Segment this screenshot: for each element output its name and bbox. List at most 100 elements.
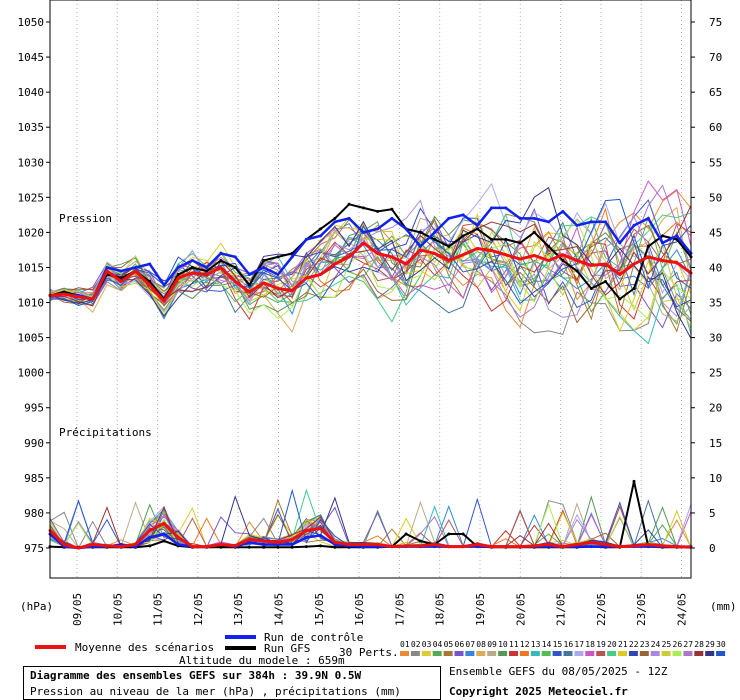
mean-precip-line-point <box>418 544 422 548</box>
perturbation-pressure-line <box>49 189 692 329</box>
mean-precip-line-point <box>618 545 622 549</box>
control-precip-line-point <box>589 545 593 549</box>
pert-number-13: 13 <box>531 640 541 649</box>
control-pressure-line-point <box>361 230 365 234</box>
control-pressure-line-point <box>347 216 351 220</box>
mean-precip-line-point <box>205 545 209 549</box>
mean-pressure-line-point <box>632 262 636 266</box>
mean-pressure-line-point <box>532 254 536 257</box>
left-tick-label: 1035 <box>18 121 45 134</box>
mean-precip-line-point <box>661 544 664 548</box>
mean-pressure-line-point <box>176 276 180 280</box>
control-pressure-line-point <box>632 223 636 227</box>
control-precip-line-point <box>319 533 323 537</box>
gfs-pressure-line <box>49 203 692 300</box>
mean-pressure-line-point <box>575 259 579 262</box>
mean-pressure-line-point <box>247 290 251 294</box>
gfs-precip-line-point <box>333 545 337 549</box>
mean-pressure-line-point <box>290 289 294 293</box>
gfs-precip-line-point <box>148 544 152 548</box>
mean-precip-line-point <box>62 543 66 546</box>
control-precip-line-point <box>148 536 152 539</box>
mean-pressure-line-point <box>91 297 95 301</box>
perturbation-pressure-line <box>49 217 692 324</box>
legend-gfs-label: Run GFS <box>264 642 310 655</box>
right-tick-label: 60 <box>709 121 722 134</box>
mean-pressure-line-point <box>618 273 622 276</box>
pert-swatch-26 <box>672 651 682 656</box>
mean-pressure-line-point <box>475 247 479 250</box>
gfs-precip-line-point <box>304 545 308 549</box>
right-tick-label: 25 <box>709 367 722 380</box>
right-tick-label: 70 <box>709 51 722 64</box>
control-precip-line-point <box>162 532 166 536</box>
pert-swatch-06 <box>454 651 464 656</box>
right-tick-label: 40 <box>709 261 722 274</box>
gfs-pressure-line-point <box>190 266 194 269</box>
pert-swatch-25 <box>661 651 671 656</box>
gfs-precip-line-point <box>276 545 280 549</box>
gfs-pressure-line-point <box>233 266 237 269</box>
mean-pressure-line-point <box>433 251 437 255</box>
pert-number-27: 27 <box>683 640 693 649</box>
right-tick-label: 75 <box>709 16 722 29</box>
mean-precip-line-point <box>91 543 95 546</box>
control-pressure-line-point <box>518 216 522 220</box>
legend-perts-label: 30 Perts. <box>339 646 399 659</box>
right-tick-label: 0 <box>709 542 716 555</box>
pert-number-22: 22 <box>629 640 639 649</box>
pert-swatch-24 <box>650 651 660 656</box>
control-pressure-line-point <box>418 244 422 248</box>
gfs-pressure-line-point <box>361 206 365 210</box>
mean-pressure-line-point <box>276 287 280 290</box>
gfs-precip-line-point <box>632 479 636 483</box>
gfs-pressure-line-point <box>461 234 465 238</box>
pert-swatch-18 <box>585 651 595 656</box>
pert-swatch-02 <box>410 651 420 656</box>
left-tick-label: 1040 <box>18 86 45 99</box>
right-tick-label: 45 <box>709 226 722 239</box>
control-pressure-line-point <box>162 283 166 287</box>
legend-control-label: Run de contrôle <box>264 631 363 644</box>
control-pressure-line-point <box>675 234 679 238</box>
gfs-pressure-line-point <box>433 237 437 241</box>
gfs-precip-line-point <box>418 539 422 543</box>
left-tick-label: 1020 <box>18 226 45 239</box>
control-pressure-line-point <box>247 273 251 276</box>
control-precip-line-point <box>290 543 294 546</box>
gfs-pressure-line-point <box>205 269 209 273</box>
mean-precip-line-point <box>190 545 194 549</box>
mean-precip-line-point <box>105 544 109 548</box>
mean-precip-line-point <box>162 522 166 525</box>
control-precip-line <box>49 532 691 550</box>
perturbation-pressure-line <box>49 186 692 339</box>
gfs-precip-line-point <box>290 545 294 549</box>
pert-swatch-17 <box>574 651 584 656</box>
mean-precip-line-point <box>148 529 152 532</box>
control-pressure-line-point <box>134 266 137 269</box>
model-altitude: Altitude du modele : 659m <box>179 654 345 667</box>
mean-precip-line-point <box>176 536 180 539</box>
pert-swatch-14 <box>541 651 551 656</box>
pert-number-11: 11 <box>509 640 519 649</box>
mean-pressure-line-point <box>461 253 465 257</box>
run-info: Ensemble GEFS du 08/05/2025 - 12Z <box>449 665 668 678</box>
mean-pressure-line-point <box>589 263 593 267</box>
legend-mean-label: Moyenne des scénarios <box>75 641 214 654</box>
pert-swatch-19 <box>596 651 606 656</box>
left-axis-unit: (hPa) <box>20 600 53 613</box>
control-pressure-line-point <box>205 266 209 269</box>
pert-swatch-15 <box>552 651 562 656</box>
pressure-panel-label: Pression <box>59 212 112 225</box>
pert-swatch-09 <box>487 651 497 656</box>
pert-number-02: 02 <box>411 640 421 649</box>
mean-precip-line-point <box>304 529 308 532</box>
mean-pressure-line <box>49 241 692 303</box>
control-pressure-line-point <box>176 266 180 269</box>
mean-pressure-line-point <box>604 262 607 266</box>
mean-precip-line-point <box>433 543 437 546</box>
right-tick-label: 50 <box>709 191 722 204</box>
mean-precip-line-point <box>575 543 579 546</box>
pert-swatch-13 <box>530 651 540 656</box>
pert-swatch-22 <box>628 651 638 656</box>
